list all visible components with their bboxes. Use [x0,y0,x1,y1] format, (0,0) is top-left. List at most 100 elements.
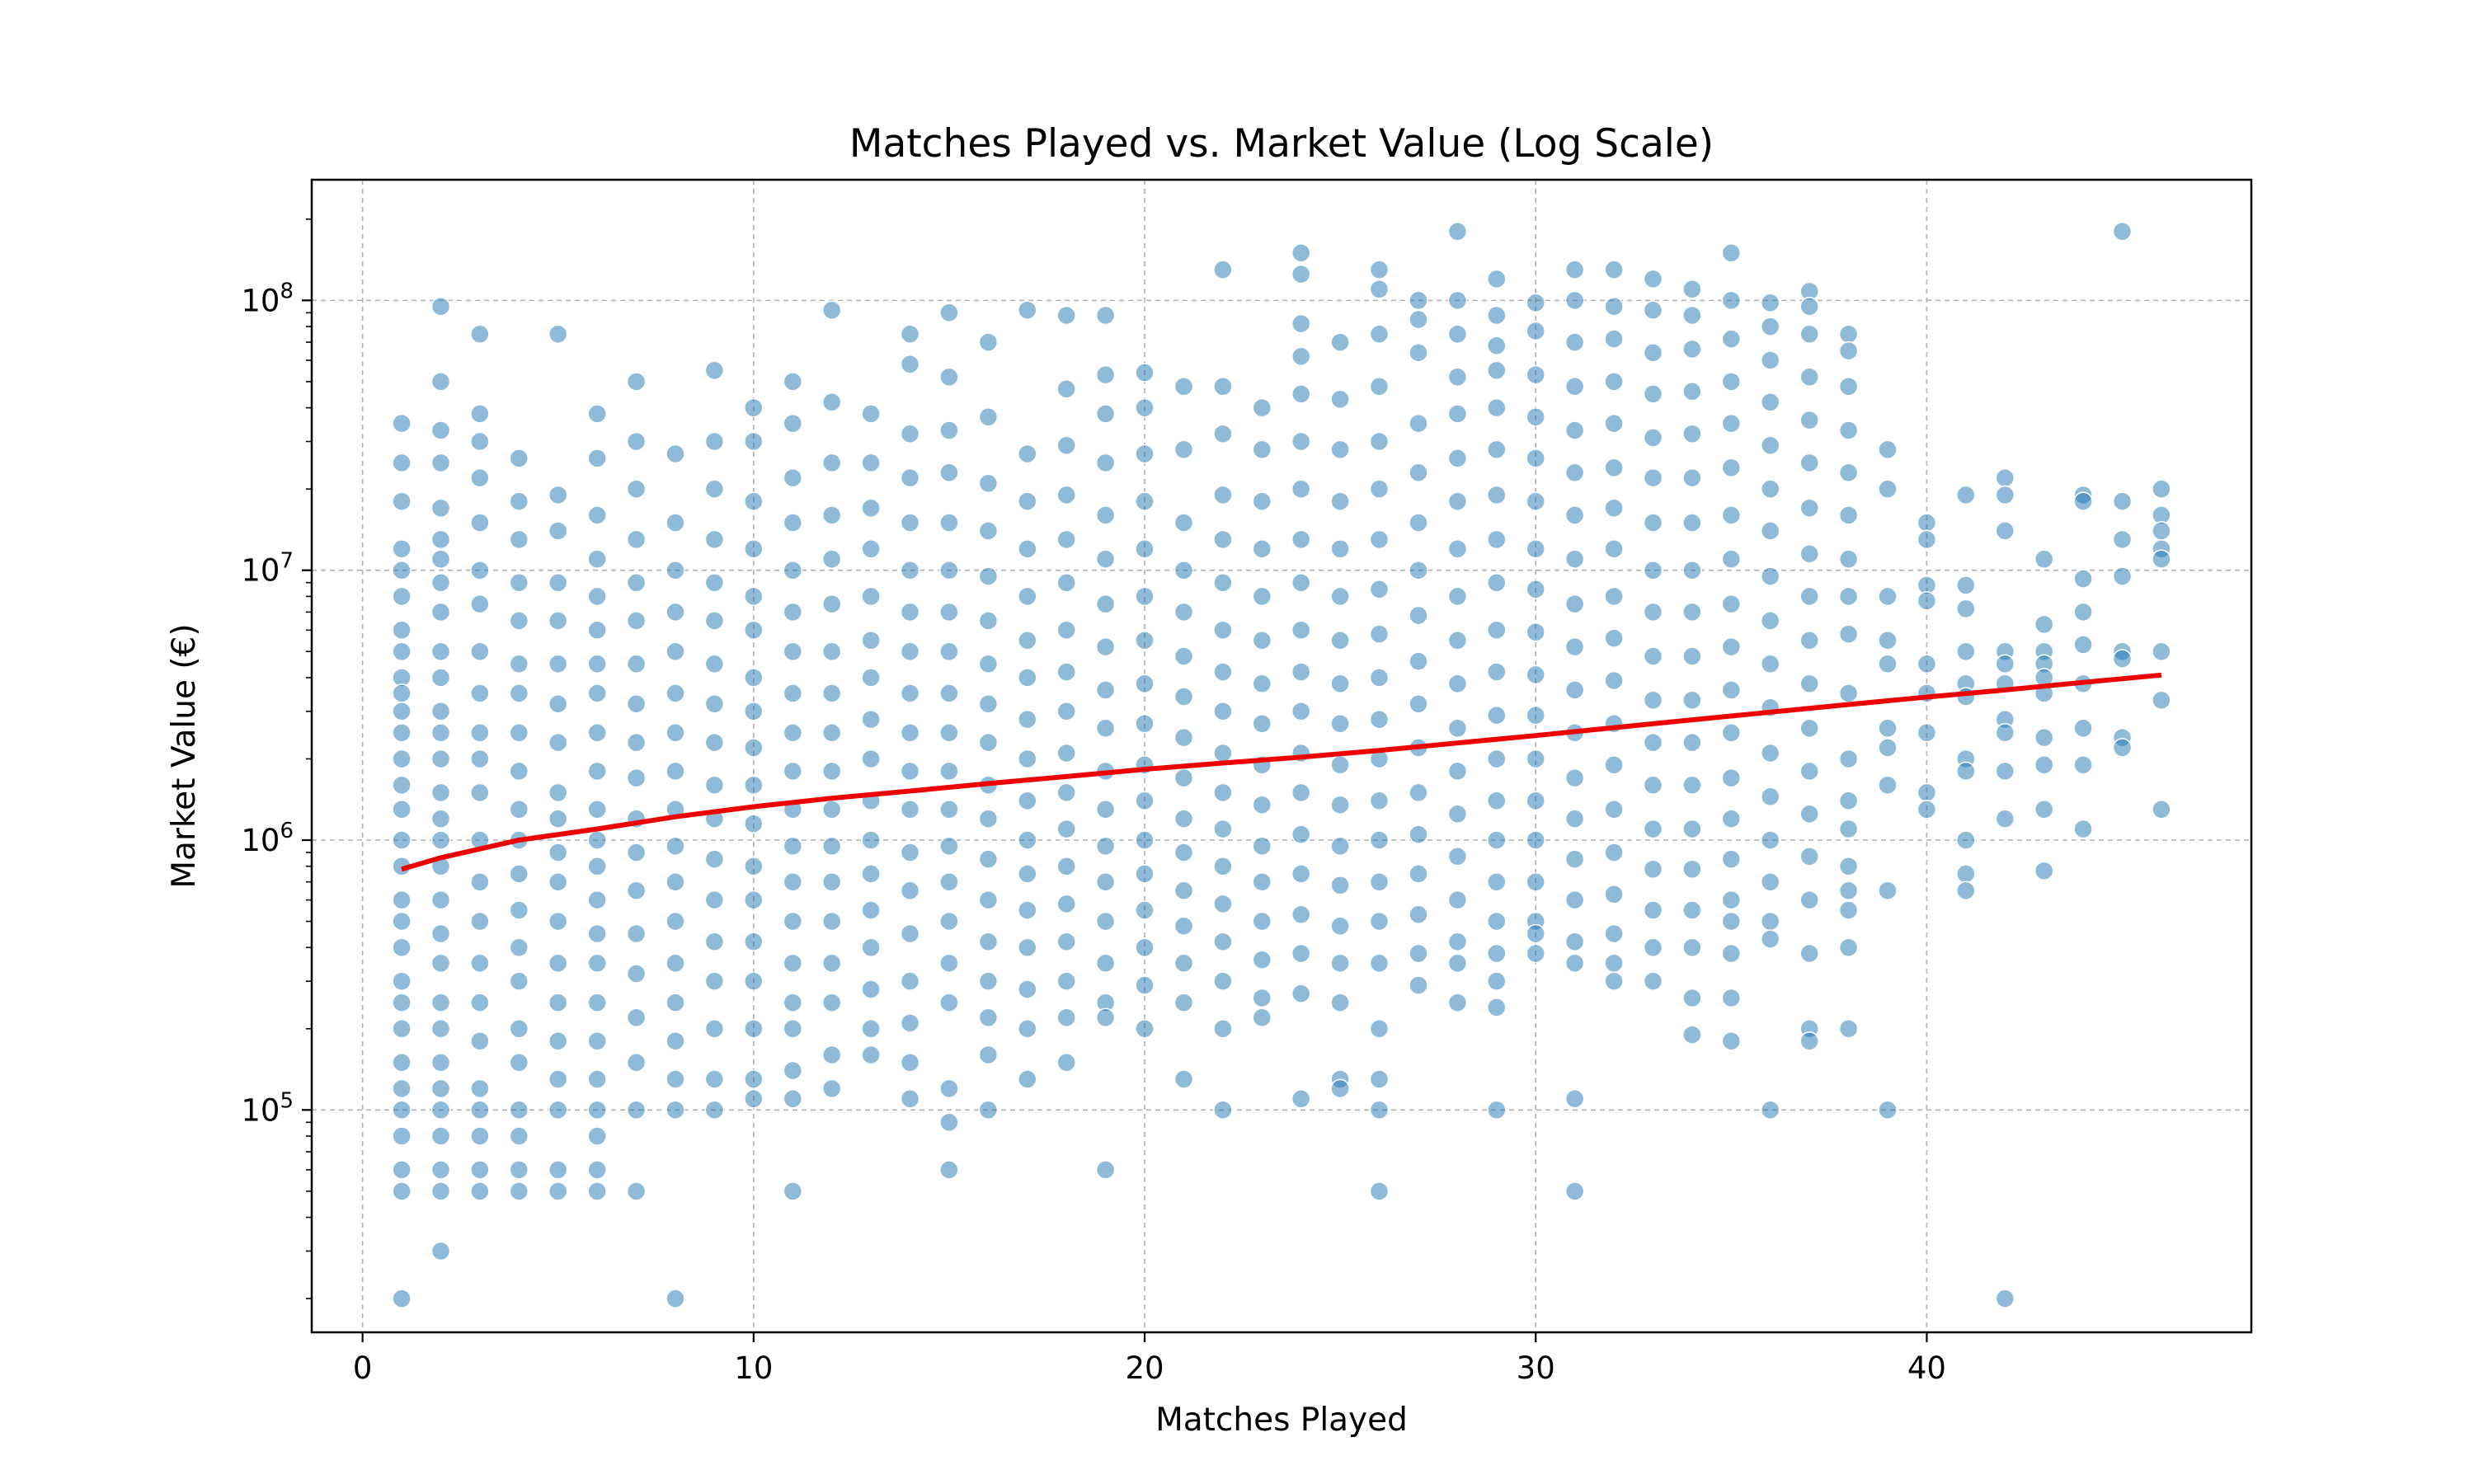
data-point [1252,871,1272,892]
data-point [1409,651,1428,671]
data-point [2034,755,2054,775]
data-point [744,932,764,952]
data-point [666,444,685,464]
data-point [548,953,568,973]
data-point [1447,761,1468,782]
data-point [548,809,568,829]
data-point [744,890,764,910]
data-point [783,722,803,743]
data-point [2073,718,2093,738]
data-point [744,668,764,688]
data-point [1291,662,1311,682]
data-point [1564,549,1585,569]
data-point [392,702,412,721]
data-point [2112,529,2133,550]
data-point [1369,529,1390,550]
data-point [978,890,999,910]
data-point [1095,871,1116,892]
data-point [861,1019,881,1039]
data-point [900,355,920,374]
data-point [1799,718,1819,738]
data-point [392,1100,412,1120]
data-point [744,431,764,452]
data-point [1056,782,1076,803]
data-point [1330,916,1350,937]
data-point [626,1052,647,1073]
data-point [470,993,490,1012]
data-point [392,560,412,580]
data-point [548,324,568,345]
data-point [1682,1025,1702,1045]
data-point [1564,809,1585,829]
data-point [1643,602,1663,622]
data-point [587,1069,607,1089]
data-point [1291,346,1311,367]
data-point [1643,428,1663,448]
data-point [1330,714,1350,734]
data-point [861,453,881,473]
data-point [509,761,529,782]
data-point [1447,491,1468,511]
data-point [1447,932,1468,952]
data-point [430,1052,451,1073]
data-point [978,332,999,352]
data-point [1643,732,1663,753]
data-point [1447,847,1468,866]
data-point [1018,491,1037,511]
data-point [1799,1031,1819,1051]
data-point [2152,521,2171,541]
data-point [744,491,764,511]
data-point [1838,749,1859,769]
data-point [1643,971,1663,991]
data-point [939,367,959,387]
data-point [1682,424,1702,444]
data-point [1369,830,1390,850]
data-point [392,937,412,958]
data-point [587,761,607,782]
data-point [587,1160,607,1180]
data-point [548,572,568,593]
data-point [1995,722,2015,743]
data-point [978,611,999,631]
data-point [548,993,568,1012]
data-point [2034,614,2054,635]
data-point [978,654,999,674]
data-point [1095,549,1116,569]
data-point [587,953,607,973]
data-point [1135,975,1155,995]
data-point [548,782,568,803]
data-point [1838,376,1859,397]
data-point [587,683,607,703]
data-point [900,881,920,900]
data-point [1564,680,1585,700]
data-point [1604,628,1624,648]
data-point [1369,624,1390,644]
data-point [1564,463,1585,483]
data-point [1291,529,1311,550]
data-point [783,761,803,782]
data-point [626,1181,647,1201]
data-point [392,911,412,932]
data-point [821,300,842,320]
data-point [861,749,881,769]
data-point [1135,791,1155,810]
data-point [1721,911,1742,932]
data-point [1213,376,1233,397]
data-point [2152,799,2171,819]
data-point [1252,1007,1272,1027]
data-point [1369,871,1390,892]
data-point [1604,413,1624,434]
data-point [1799,498,1819,519]
data-point [1838,819,1859,839]
data-point [1487,998,1507,1017]
data-point [1526,943,1545,964]
x-tick-label: 0 [353,1350,373,1386]
data-point [1135,586,1155,607]
data-point [1135,830,1155,850]
data-point [1369,1069,1390,1089]
data-point [1447,993,1468,1012]
data-point [1409,824,1428,844]
data-point [1291,479,1311,499]
